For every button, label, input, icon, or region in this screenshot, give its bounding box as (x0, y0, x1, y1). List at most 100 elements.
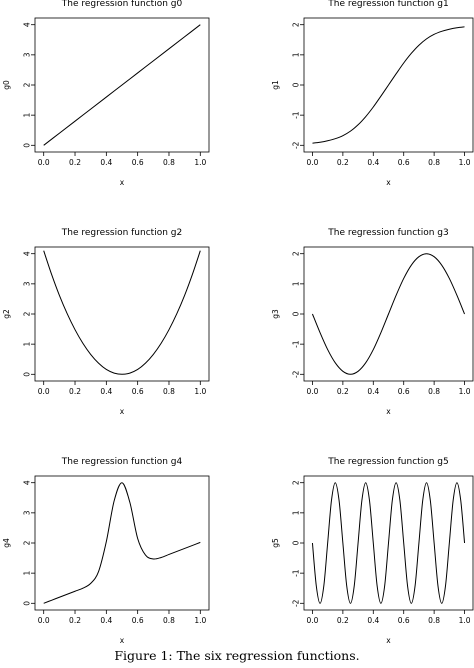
panel-g4: The regression function g4 0.0 0.2 0.4 0.6 0.… (2, 457, 210, 645)
x-tick-label: 0.0 (38, 616, 50, 625)
y-tick-label: 1 (23, 571, 32, 576)
x-tick-label: 0.6 (398, 616, 410, 625)
y-tick-label: -1 (292, 111, 301, 119)
y-tick-label: 0 (23, 372, 32, 377)
y-axis-label: g0 (2, 80, 11, 90)
x-tick-label: 0.4 (367, 616, 379, 625)
y-axis-label: g5 (271, 538, 280, 548)
chart-title: The regression function g1 (327, 0, 448, 9)
x-tick-label: 0.8 (163, 158, 175, 167)
x-tick-label: 0.2 (69, 616, 81, 625)
chart-title: The regression function g4 (61, 457, 183, 467)
series-line (311, 482, 466, 604)
x-axis-label: x (386, 407, 391, 416)
y-tick-label: 2 (292, 22, 301, 27)
x-tick-label: 0.4 (367, 158, 379, 167)
x-axis-label: x (386, 178, 391, 187)
y-tick-label: -2 (292, 141, 301, 149)
x-tick-label: 0.0 (306, 616, 318, 625)
x-tick-label: 0.6 (132, 616, 144, 625)
x-tick-label: 0.4 (100, 387, 112, 396)
panel-g1: The regression function g1 0.0 0.2 0.4 0.6 0.… (271, 0, 474, 187)
y-tick-label: 4 (23, 480, 32, 485)
series-line (311, 253, 466, 375)
y-tick-label: 2 (292, 480, 301, 485)
y-tick-label: 0 (292, 311, 301, 316)
chart-title: The regression function g3 (327, 228, 448, 238)
x-tick-label: 0.6 (132, 387, 144, 396)
x-tick-label: 0.0 (306, 158, 318, 167)
x-tick-label: 0.8 (428, 616, 440, 625)
x-axis-label: x (120, 178, 125, 187)
panel-g2: The regression function g2 0.0 0.2 0.4 0.6 0.… (2, 228, 210, 416)
x-axis-label: x (386, 636, 391, 645)
y-tick-label: 2 (23, 540, 32, 545)
x-tick-label: 0.2 (69, 158, 81, 167)
x-tick-label: 0.6 (132, 158, 144, 167)
y-tick-label: 0 (292, 540, 301, 545)
y-tick-label: 4 (23, 22, 32, 27)
y-tick-label: 2 (23, 311, 32, 316)
y-tick-label: 3 (23, 52, 32, 57)
x-tick-label: 0.2 (337, 387, 349, 396)
series-line (43, 250, 201, 375)
x-tick-label: 0.0 (306, 387, 318, 396)
x-tick-label: 1.0 (194, 616, 206, 625)
y-tick-label: 1 (23, 113, 32, 118)
series-line (312, 26, 465, 144)
plot-frame (34, 475, 210, 611)
y-tick-label: 4 (23, 251, 32, 256)
x-tick-label: 0.4 (100, 158, 112, 167)
y-axis-label: g3 (271, 309, 280, 319)
y-tick-label: -1 (292, 340, 301, 348)
x-tick-label: 0.8 (428, 387, 440, 396)
x-tick-label: 1.0 (459, 616, 471, 625)
figure-caption: Figure 1: The six regression functions. (114, 648, 360, 663)
x-tick-label: 0.2 (337, 158, 349, 167)
panel-g0: The regression function g0 0.0 0.2 0.4 0.6 0.… (2, 0, 210, 187)
y-tick-label: -2 (292, 370, 301, 378)
chart-title: The regression function g5 (327, 457, 448, 467)
chart-title: The regression function g0 (61, 0, 183, 9)
series-line (43, 24, 201, 146)
x-tick-label: 1.0 (194, 158, 206, 167)
y-tick-label: 1 (292, 52, 301, 57)
series-line (43, 482, 201, 604)
x-axis-label: x (120, 407, 125, 416)
y-tick-label: 3 (23, 510, 32, 515)
plot-frame (34, 246, 210, 382)
x-tick-label: 0.0 (38, 387, 50, 396)
y-tick-label: 1 (292, 510, 301, 515)
y-axis-label: g1 (271, 80, 280, 90)
y-tick-label: 2 (23, 82, 32, 87)
y-tick-label: -2 (292, 599, 301, 607)
x-tick-label: 0.8 (163, 387, 175, 396)
x-tick-label: 0.6 (398, 387, 410, 396)
x-tick-label: 0.4 (367, 387, 379, 396)
x-tick-label: 0.8 (428, 158, 440, 167)
y-tick-label: 1 (23, 342, 32, 347)
y-axis-label: g2 (2, 309, 11, 319)
y-tick-label: -1 (292, 569, 301, 577)
y-tick-label: 2 (292, 251, 301, 256)
x-tick-label: 0.6 (398, 158, 410, 167)
x-tick-label: 0.2 (69, 387, 81, 396)
x-tick-label: 1.0 (194, 387, 206, 396)
x-tick-label: 1.0 (459, 387, 471, 396)
x-tick-label: 0.0 (38, 158, 50, 167)
y-tick-label: 0 (292, 82, 301, 87)
x-tick-label: 0.4 (100, 616, 112, 625)
y-tick-label: 3 (23, 281, 32, 286)
x-axis-label: x (120, 636, 125, 645)
x-tick-label: 1.0 (459, 158, 471, 167)
y-tick-label: 1 (292, 281, 301, 286)
y-axis-label: g4 (2, 538, 11, 548)
chart-title: The regression function g2 (61, 228, 182, 238)
panel-g5: The regression function g5 0.0 0.2 0.4 0.6 0.… (271, 457, 474, 645)
x-tick-label: 0.8 (163, 616, 175, 625)
y-tick-label: 0 (23, 143, 32, 148)
y-tick-label: 0 (23, 601, 32, 606)
panel-g3: The regression function g3 0.0 0.2 0.4 0.6 0.… (271, 228, 474, 416)
x-tick-label: 0.2 (337, 616, 349, 625)
